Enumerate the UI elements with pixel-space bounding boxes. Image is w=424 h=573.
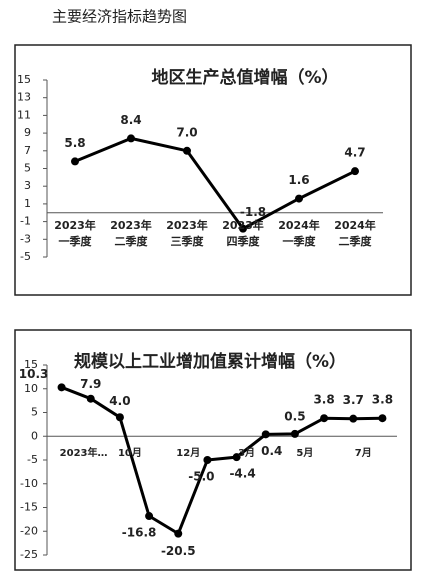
x-tick-label: 12月 [176, 447, 200, 459]
marker [378, 414, 387, 423]
marker [203, 456, 212, 464]
x-tick-label: 10月 [118, 447, 142, 459]
marker [71, 157, 79, 166]
panel [14, 329, 412, 571]
marker [349, 414, 358, 423]
y-tick-label: 9 [24, 126, 31, 139]
y-tick-label: -1 [20, 215, 31, 228]
x-tick-label: 2023年 [110, 218, 152, 232]
x-tick-label: 一季度 [283, 234, 317, 248]
x-tick-label: 2024年 [278, 218, 320, 232]
marker [57, 383, 66, 392]
y-tick-label: -3 [20, 232, 31, 245]
marker [232, 453, 241, 462]
y-tick-label: -10 [20, 477, 38, 490]
marker [145, 512, 154, 521]
data-label: 0.4 [261, 444, 282, 458]
marker [239, 224, 247, 233]
y-tick-label: 7 [24, 144, 31, 157]
y-tick-label: 5 [31, 406, 38, 419]
chart-title: 地区生产总值增幅（%） [151, 67, 338, 88]
data-label: 4.7 [344, 146, 365, 160]
x-tick-label: 2023年 [166, 218, 208, 232]
marker [183, 146, 191, 155]
y-tick-label: -20 [20, 524, 38, 537]
y-tick-label: 3 [24, 179, 31, 192]
y-tick-label: -25 [20, 548, 38, 561]
line [61, 385, 383, 536]
x-tick-label: 2024年 [334, 218, 376, 232]
x-tick-label: 三季度 [171, 234, 205, 248]
y-tick-label: -15 [20, 501, 38, 514]
data-label: 4.0 [109, 394, 130, 408]
x-tick-label: 二季度 [115, 234, 149, 248]
x-tick-label: 3月 [238, 447, 255, 459]
marker [174, 529, 183, 538]
marker [320, 414, 329, 423]
data-label: 0.5 [284, 409, 305, 423]
panel [14, 44, 412, 296]
data-label: -4.4 [229, 467, 255, 481]
data-label: 1.6 [288, 173, 309, 187]
y-tick-label: 15 [17, 73, 31, 86]
data-label: -1.8 [240, 205, 266, 219]
data-label: -20.5 [161, 544, 196, 558]
y-tick-label: 1 [24, 197, 31, 210]
y-tick-label: 10 [24, 382, 38, 395]
marker [261, 430, 270, 439]
data-label: 10.3 [19, 367, 49, 381]
marker [127, 134, 135, 143]
data-label: -5.0 [188, 470, 214, 484]
marker [86, 394, 95, 403]
data-label: 5.8 [64, 136, 85, 150]
marker [115, 413, 124, 422]
x-tick-label: 5月 [296, 447, 313, 459]
marker [290, 429, 299, 438]
y-tick-label: -5 [27, 453, 38, 466]
data-label: 7.9 [80, 377, 101, 391]
x-tick-label: 2023年… [60, 446, 108, 459]
y-tick-label: -5 [20, 250, 31, 263]
marker [351, 167, 359, 176]
y-tick-label: 0 [31, 429, 38, 442]
x-tick-label: 2023年 [222, 218, 264, 232]
data-label: 7.0 [176, 125, 197, 139]
x-tick-label: 7月 [355, 447, 372, 459]
data-label: 3.7 [343, 393, 364, 407]
x-tick-label: 一季度 [59, 234, 93, 248]
page-title: 主要经济指标趋势图 [52, 8, 187, 26]
y-tick-label: 5 [24, 162, 31, 175]
x-tick-label: 四季度 [227, 234, 261, 248]
data-label: 3.8 [313, 393, 334, 407]
chart-title: 规模以上工业增加值累计增幅（%） [74, 351, 346, 372]
x-tick-label: 2023年 [54, 218, 96, 232]
line [74, 136, 356, 231]
y-tick-label: 11 [17, 108, 31, 121]
data-label: 8.4 [120, 113, 141, 127]
y-tick-label: 13 [17, 91, 31, 104]
y-tick-label: 15 [24, 358, 38, 371]
data-label: -16.8 [122, 526, 157, 540]
marker [295, 194, 303, 203]
data-label: 3.8 [372, 393, 393, 407]
x-tick-label: 二季度 [339, 234, 373, 248]
